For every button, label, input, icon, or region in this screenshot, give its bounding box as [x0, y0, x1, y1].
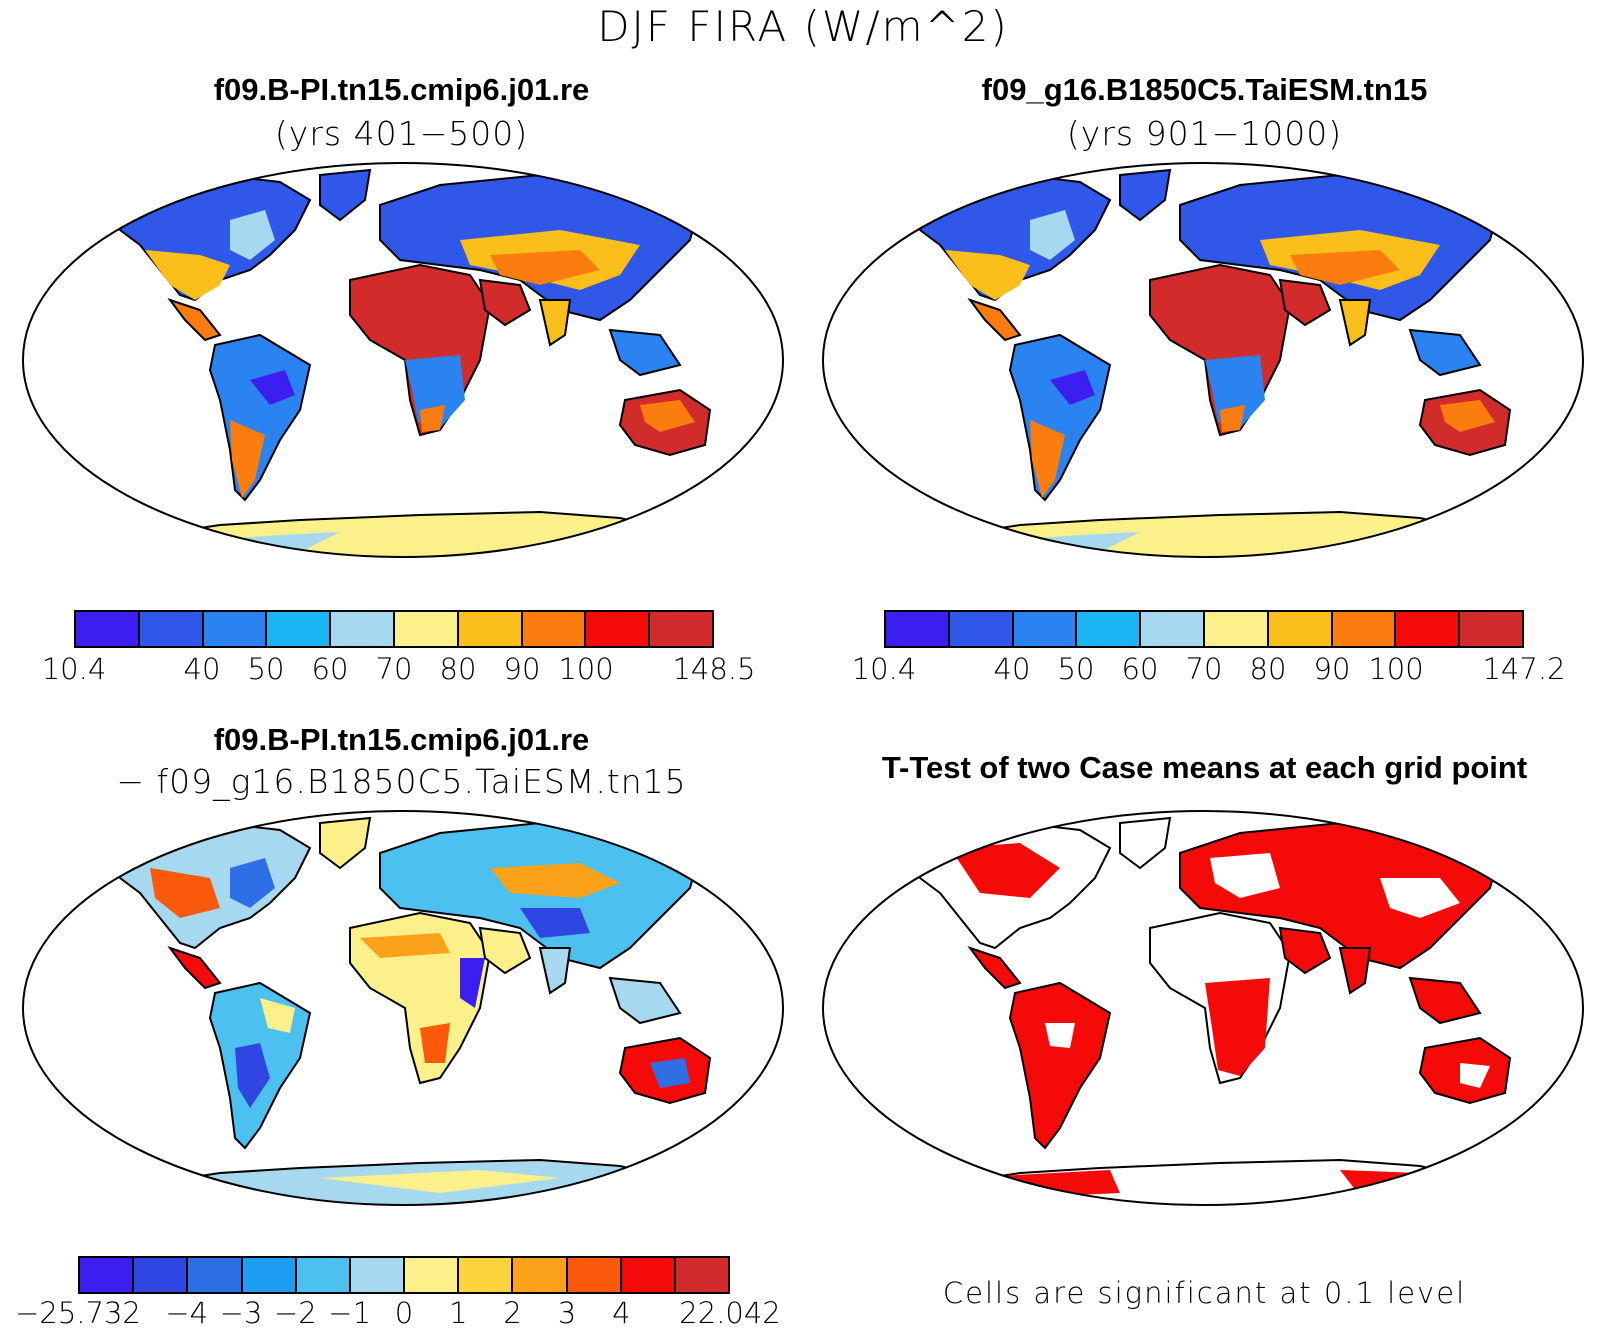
colorbar-panel2: [884, 610, 1524, 648]
colorbar-swatch: [331, 612, 395, 646]
colorbar-tick-label: −3: [219, 1296, 263, 1330]
colorbar-panel3: [78, 1256, 730, 1294]
panel4-title: T-Test of two Case means at each grid po…: [881, 750, 1528, 785]
colorbar-swatch: [1268, 612, 1333, 646]
colorbar-panel2-labels: 10.4 40 50 60 70 80 90 100 147.2: [852, 652, 1566, 688]
colorbar-swatch: [296, 1258, 351, 1292]
colorbar-tick-label: 40: [183, 652, 221, 686]
colorbar-tick-label: −4: [165, 1296, 209, 1330]
colorbar-swatch: [80, 1258, 135, 1292]
colorbar-tick-label: 50: [247, 652, 285, 686]
colorbar-tick-label: 100: [558, 652, 614, 686]
colorbar-swatch: [76, 612, 140, 646]
panel2-map: [822, 162, 1584, 558]
colorbar-tick-label: 100: [1368, 652, 1424, 686]
colorbar-tick-label: 70: [375, 652, 413, 686]
colorbar-swatch: [886, 612, 950, 646]
panel2-subtitle: (yrs 901−1000): [1066, 114, 1343, 153]
colorbar-swatch: [459, 1258, 514, 1292]
colorbar-tick-label: −2: [273, 1296, 317, 1330]
figure-title: DJF FIRA (W/m^2): [597, 2, 1009, 51]
colorbar-tick-label: 2: [503, 1296, 522, 1330]
colorbar-tick-label: 10.4: [851, 652, 917, 686]
colorbar-tick-label: 80: [1249, 652, 1287, 686]
colorbar-swatch: [650, 612, 712, 646]
colorbar-swatch: [513, 1258, 568, 1292]
colorbar-swatch: [1396, 612, 1461, 646]
colorbar-swatch: [1141, 612, 1205, 646]
colorbar-tick-label: 90: [1313, 652, 1351, 686]
colorbar-tick-label: 148.5: [672, 652, 756, 686]
colorbar-tick-label: 60: [311, 652, 349, 686]
colorbar-swatch: [139, 612, 204, 646]
colorbar-tick-label: 90: [503, 652, 541, 686]
panel2-continents: [879, 168, 1524, 557]
panel3-title: f09.B-PI.tn15.cmip6.j01.re: [213, 722, 590, 757]
colorbar-tick-label: −25.732: [15, 1296, 141, 1330]
colorbar-swatch: [1204, 612, 1269, 646]
colorbar-tick-label: −1: [328, 1296, 372, 1330]
colorbar-swatch: [350, 1258, 406, 1292]
colorbar-tick-label: 10.4: [41, 652, 107, 686]
panel2-title: f09_g16.B1850C5.TaiESM.tn15: [981, 72, 1428, 107]
colorbar-swatch: [188, 1258, 243, 1292]
panel1-map: [22, 162, 784, 558]
significance-note: Cells are significant at 0.1 level: [942, 1276, 1467, 1310]
colorbar-swatch: [586, 612, 651, 646]
colorbar-swatch: [458, 612, 523, 646]
colorbar-tick-label: 50: [1057, 652, 1095, 686]
colorbar-tick-label: 60: [1121, 652, 1159, 686]
colorbar-swatch: [567, 1258, 622, 1292]
colorbar-swatch: [1077, 612, 1142, 646]
colorbar-swatch: [949, 612, 1014, 646]
colorbar-tick-label: 40: [993, 652, 1031, 686]
colorbar-swatch: [1460, 612, 1522, 646]
colorbar-tick-label: 147.2: [1482, 652, 1566, 686]
colorbar-tick-label: 70: [1185, 652, 1223, 686]
colorbar-tick-label: 4: [612, 1296, 631, 1330]
colorbar-swatch: [1013, 612, 1078, 646]
colorbar-tick-label: 22.042: [679, 1296, 781, 1330]
panel3-subtitle: − f09_g16.B1850C5.TaiESM.tn15: [116, 762, 687, 801]
colorbar-swatch: [134, 1258, 189, 1292]
colorbar-tick-label: 0: [394, 1296, 414, 1330]
colorbar-swatch: [394, 612, 459, 646]
colorbar-panel1-labels: 10.4 40 50 60 70 80 90 100 148.5: [42, 652, 756, 688]
colorbar-swatch: [1332, 612, 1397, 646]
colorbar-panel3-labels: −25.732 −4 −3 −2 −1 0 1 2 3 4 22.042: [15, 1296, 781, 1330]
colorbar-swatch: [522, 612, 587, 646]
colorbar-panel1: [74, 610, 714, 648]
colorbar-swatch: [267, 612, 332, 646]
colorbar-swatch: [675, 1258, 729, 1292]
colorbar-swatch: [203, 612, 268, 646]
panel1-title: f09.B-PI.tn15.cmip6.j01.re: [213, 72, 590, 107]
panel4-map: [822, 810, 1584, 1206]
colorbar-swatch: [621, 1258, 676, 1292]
colorbar-tick-label: 80: [439, 652, 477, 686]
colorbar-swatch: [405, 1258, 460, 1292]
panel1-subtitle: (yrs 401−500): [274, 114, 529, 153]
panel3-map: [22, 810, 784, 1206]
colorbar-tick-label: 1: [449, 1296, 468, 1330]
colorbar-tick-label: 3: [557, 1296, 577, 1330]
colorbar-swatch: [242, 1258, 297, 1292]
